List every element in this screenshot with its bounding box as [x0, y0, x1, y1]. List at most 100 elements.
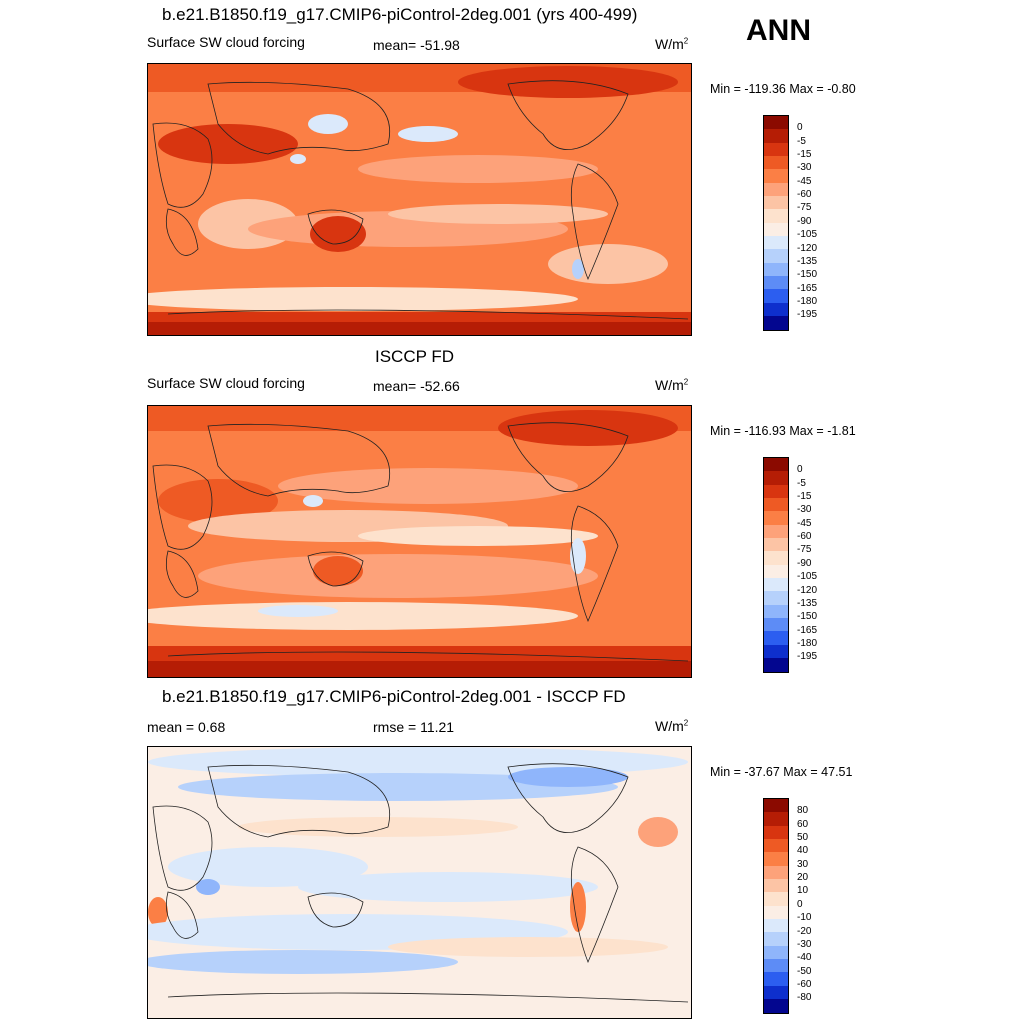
colorbar-swatch — [764, 919, 788, 933]
colorbar-swatch — [764, 865, 788, 880]
colorbar-swatch — [764, 812, 788, 826]
colorbar-tick-label: -50 — [797, 965, 812, 977]
colorbar-swatch — [764, 959, 788, 973]
colorbar-swatch — [764, 618, 788, 632]
colorbar-tick-label: 60 — [797, 818, 809, 830]
colorbar-tick-label: -90 — [797, 215, 812, 227]
colorbar-swatch — [764, 511, 788, 525]
colorbar-tick-label: 80 — [797, 805, 809, 817]
colorbar-tick-label: -90 — [797, 557, 812, 569]
colorbar-tick-label: -60 — [797, 189, 812, 201]
colorbar-swatch — [764, 799, 788, 813]
colorbar-swatch — [764, 578, 788, 592]
colorbar-tick-label: -15 — [797, 491, 812, 503]
colorbar-tick-label: 50 — [797, 832, 809, 844]
colorbar-swatch — [764, 524, 788, 539]
colorbar-tick-label: -60 — [797, 978, 812, 990]
colorbar-tick-label: -30 — [797, 938, 812, 950]
colorbar-swatch — [764, 839, 788, 853]
colorbar-tick-label: 30 — [797, 858, 809, 870]
colorbar-swatch — [764, 156, 788, 170]
colorbar-swatch — [764, 458, 788, 472]
colorbar-swatch — [764, 169, 788, 183]
colorbar-tick-label: 20 — [797, 872, 809, 884]
panel-2-contour-field — [148, 406, 691, 677]
colorbar-tick-label: -195 — [797, 309, 818, 321]
panel-3-title: b.e21.B1850.f19_g17.CMIP6-piControl-2deg… — [162, 687, 626, 706]
colorbar-swatch — [764, 644, 788, 659]
colorbar-swatch — [764, 302, 788, 317]
colorbar-swatch — [764, 262, 788, 277]
colorbar-swatch — [764, 538, 788, 552]
panel-1-map — [147, 63, 692, 336]
panel-1-minmax: Min = -119.36 Max = -0.80 — [710, 82, 856, 96]
colorbar-tick-label: -120 — [797, 242, 818, 254]
colorbar-swatch — [764, 564, 788, 579]
panel-2-mean-label: mean= -52.66 — [373, 378, 460, 394]
panel-1-title: b.e21.B1850.f19_g17.CMIP6-piControl-2deg… — [162, 5, 638, 24]
panel-3-units: W/m2 — [655, 718, 689, 734]
colorbar-tick-label: -15 — [797, 149, 812, 161]
colorbar-tick-label: -5 — [797, 135, 806, 147]
colorbar-swatch — [764, 289, 788, 303]
colorbar-tick-label: 40 — [797, 845, 809, 857]
colorbar-tick-label: -105 — [797, 229, 818, 241]
colorbar-tick-label: -195 — [797, 651, 818, 663]
colorbar-swatch — [764, 932, 788, 946]
colorbar-swatch — [764, 972, 788, 986]
colorbar-tick-label: -5 — [797, 477, 806, 489]
colorbar-swatch — [764, 316, 788, 330]
colorbar-swatch — [764, 631, 788, 645]
panel-3-mean-label: mean = 0.68 — [147, 719, 226, 735]
colorbar-tick-label: -75 — [797, 202, 812, 214]
colorbar-swatch — [764, 945, 788, 960]
colorbar-tick-label: -180 — [797, 295, 818, 307]
colorbar-swatch — [764, 879, 788, 893]
colorbar-tick-label: -105 — [797, 571, 818, 583]
colorbar-tick-label: -150 — [797, 269, 818, 281]
colorbar-swatch — [764, 196, 788, 210]
panel-3-colorbar-swatches — [763, 798, 789, 1014]
panel-2-units: W/m2 — [655, 377, 689, 393]
colorbar-tick-label: -165 — [797, 624, 818, 636]
panel-2-minmax: Min = -116.93 Max = -1.81 — [710, 424, 856, 438]
colorbar-tick-label: 10 — [797, 885, 809, 897]
panel-1-variable-label: Surface SW cloud forcing — [147, 34, 305, 50]
panel-2-title: ISCCP FD — [375, 347, 455, 366]
panel-3-contour-field — [148, 747, 691, 1018]
season-label: ANN — [746, 14, 811, 47]
colorbar-swatch — [764, 142, 788, 157]
colorbar-swatch — [764, 471, 788, 485]
colorbar-tick-label: 0 — [797, 898, 803, 910]
colorbar-swatch — [764, 591, 788, 605]
panel-1-colorbar-swatches — [763, 115, 789, 331]
colorbar-tick-label: -45 — [797, 175, 812, 187]
colorbar-swatch — [764, 222, 788, 237]
colorbar-tick-label: -120 — [797, 584, 818, 596]
colorbar-tick-label: -75 — [797, 544, 812, 556]
colorbar-swatch — [764, 852, 788, 866]
colorbar-swatch — [764, 604, 788, 619]
colorbar-swatch — [764, 129, 788, 143]
colorbar-swatch — [764, 498, 788, 512]
panel-2-colorbar-swatches — [763, 457, 789, 673]
colorbar-swatch — [764, 249, 788, 263]
panel-1-contour-field — [148, 64, 691, 335]
colorbar-swatch — [764, 116, 788, 130]
colorbar-tick-label: -80 — [797, 992, 812, 1004]
colorbar-tick-label: -30 — [797, 162, 812, 174]
colorbar-swatch — [764, 892, 788, 906]
colorbar-swatch — [764, 658, 788, 672]
colorbar-tick-label: -150 — [797, 611, 818, 623]
colorbar-swatch — [764, 551, 788, 565]
colorbar-tick-label: 0 — [797, 464, 803, 476]
colorbar-tick-label: -20 — [797, 925, 812, 937]
panel-1-mean-label: mean= -51.98 — [373, 37, 460, 53]
colorbar-swatch — [764, 276, 788, 290]
colorbar-tick-label: -180 — [797, 637, 818, 649]
panel-3-map — [147, 746, 692, 1019]
colorbar-swatch — [764, 182, 788, 197]
panel-3-rmse-label: rmse = 11.21 — [373, 719, 455, 735]
colorbar-tick-label: 0 — [797, 122, 803, 134]
panel-2-map — [147, 405, 692, 678]
